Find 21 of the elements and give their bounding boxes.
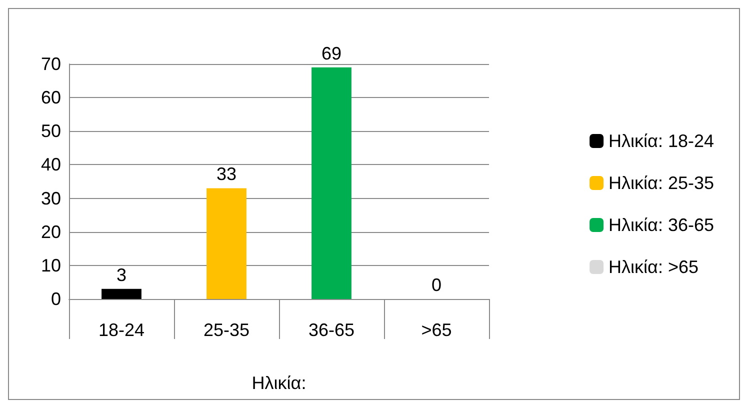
x-tick-label: >65	[421, 320, 452, 340]
y-tick-label: 30	[40, 188, 61, 208]
data-label: 33	[216, 164, 237, 184]
y-tick-label: 70	[40, 54, 61, 74]
y-tick-label: 20	[40, 222, 61, 242]
x-tick-label: 36-65	[308, 320, 355, 340]
data-label: 3	[116, 264, 127, 285]
x-tick-label: 25-35	[203, 320, 250, 340]
y-tick-label: 50	[40, 121, 61, 142]
y-tick-label: 10	[40, 255, 61, 276]
y-tick-label: 0	[50, 289, 61, 309]
y-tick-label: 60	[40, 88, 61, 108]
legend-label: Ηλικία: 25-35	[608, 173, 714, 193]
x-axis-title: Ηλικία:	[252, 373, 306, 393]
legend-label: Ηλικία: >65	[608, 257, 699, 277]
legend-label: Ηλικία: 18-24	[608, 131, 714, 151]
data-label: 69	[321, 43, 342, 64]
data-label: 0	[431, 275, 442, 295]
legend-label: Ηλικία: 36-65	[608, 215, 714, 235]
y-tick-label: 40	[40, 154, 61, 175]
x-tick-label: 18-24	[98, 320, 145, 340]
